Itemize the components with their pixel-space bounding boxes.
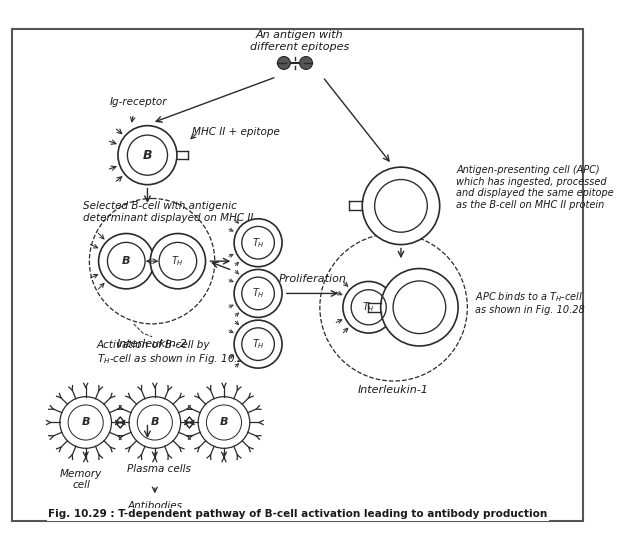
Text: An antigen with
different epitopes: An antigen with different epitopes (250, 30, 349, 52)
Circle shape (381, 268, 458, 346)
Text: B: B (219, 417, 228, 427)
Circle shape (150, 234, 205, 289)
Circle shape (343, 282, 394, 333)
Circle shape (234, 320, 282, 368)
Text: B: B (142, 148, 152, 162)
Circle shape (300, 57, 312, 69)
Text: $T_H$: $T_H$ (172, 254, 184, 268)
Text: Antibodies: Antibodies (127, 501, 183, 511)
Text: B: B (151, 417, 159, 427)
Circle shape (118, 125, 177, 185)
Text: MHC II + epitope: MHC II + epitope (191, 127, 280, 137)
Circle shape (99, 234, 154, 289)
Text: $T_H$: $T_H$ (252, 337, 265, 351)
Text: B: B (122, 256, 130, 266)
Text: Ig-receptor: Ig-receptor (109, 97, 167, 107)
Circle shape (60, 397, 111, 448)
Text: $T_H$: $T_H$ (363, 300, 375, 314)
Text: Selected B-cell with antigenic
determinant displayed on MHC II: Selected B-cell with antigenic determina… (83, 201, 253, 223)
Text: $T_H$: $T_H$ (252, 236, 265, 250)
Text: Activation of B-cell by
$T_H$-cell as shown in Fig. 10.27: Activation of B-cell by $T_H$-cell as sh… (97, 339, 252, 366)
Text: Fig. 10.29 : T-dependent pathway of B-cell activation leading to antibody produc: Fig. 10.29 : T-dependent pathway of B-ce… (48, 509, 548, 519)
Text: Antigen-presenting cell (APC)
which has ingested, processed
and displayed the sa: Antigen-presenting cell (APC) which has … (456, 165, 614, 210)
Circle shape (234, 219, 282, 267)
Text: Plasma cells: Plasma cells (127, 464, 191, 474)
Text: B: B (81, 417, 90, 427)
Circle shape (129, 397, 181, 448)
Circle shape (363, 167, 439, 245)
Text: APC binds to a $T_H$-cell
as shown in Fig. 10.28: APC binds to a $T_H$-cell as shown in Fi… (474, 290, 584, 315)
Circle shape (198, 397, 250, 448)
Text: Interleukin-2: Interleukin-2 (116, 339, 188, 349)
Text: Interleukin-1: Interleukin-1 (358, 385, 429, 395)
Circle shape (234, 270, 282, 317)
Text: $T_H$: $T_H$ (252, 287, 265, 300)
Text: Proliferation: Proliferation (279, 274, 347, 284)
Text: Memory
cell: Memory cell (60, 469, 102, 490)
Circle shape (277, 57, 291, 69)
